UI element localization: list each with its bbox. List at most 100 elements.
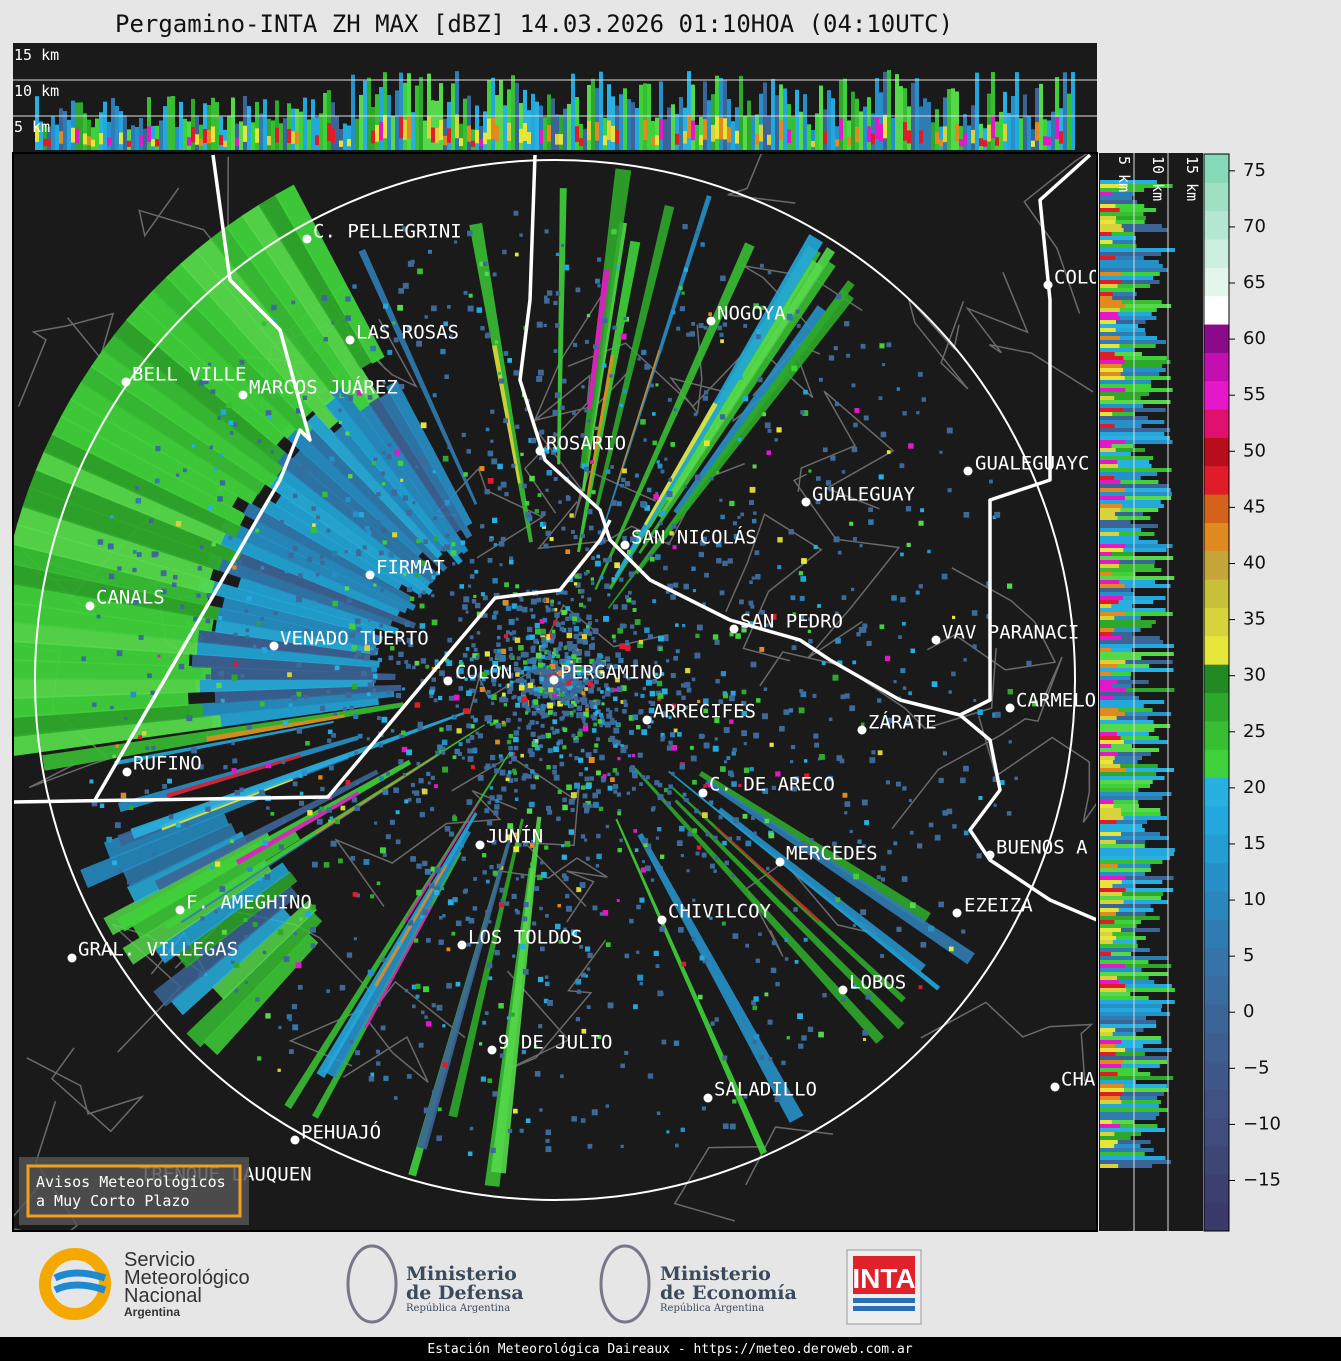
echo-pixel [670,594,676,600]
echo [16,505,214,581]
section-col [183,118,187,150]
echo-pixel [880,953,885,959]
echo-pixel [705,832,710,837]
section-row [1100,456,1154,460]
echo-pixel [550,660,554,664]
footer[interactable]: Estación Meteorológica Daireaux - https:… [427,1342,912,1357]
echo-pixel [596,257,602,262]
echo-pixel [573,782,580,789]
echo-pixel [536,691,542,697]
echo-pixel [382,789,389,795]
echo-pixel [620,1144,624,1149]
echo-pixel [530,437,537,444]
echo-pixel [908,799,912,803]
section-col [487,79,491,150]
section-row [1100,332,1146,336]
echo-pixel [553,647,559,653]
section-row [1100,724,1171,728]
echo-pixel [552,446,559,453]
echo-pixel [920,508,925,513]
echo-pixel [994,511,1001,518]
colorbar-band [1204,579,1229,608]
section-col [431,100,435,150]
echo-pixel [553,774,560,781]
section-core [1100,396,1115,400]
colorbar-band [1204,352,1229,382]
echo-pixel [422,860,428,867]
echo-pixel [653,950,659,956]
echo-pixel [479,466,485,472]
echo-pixel [536,597,542,603]
echo-pixel [481,677,486,682]
echo-pixel [693,412,698,417]
city-label: NOGOYA [717,303,786,325]
echo-pixel [534,509,539,514]
section-core [1100,964,1125,968]
echo-pixel [323,862,330,868]
echo-pixel [546,805,552,811]
logo-text: Servicio [124,1249,195,1271]
echo-pixel [722,1123,729,1130]
section-col [543,117,547,150]
echo-pixel [751,815,755,820]
warning-box[interactable] [19,1157,249,1225]
echo-pixel [819,754,825,760]
section-core [1100,424,1115,428]
section-core [1100,680,1118,684]
echo-pixel [270,450,274,454]
section-col [383,72,387,150]
echo-pixel [596,737,600,742]
smn-emblem [39,1248,111,1320]
echo-pixel [530,648,536,653]
echo-pixel [647,634,653,640]
echo-pixel [338,420,342,424]
echo-pixel [515,678,521,683]
echo-pixel [779,725,785,732]
echo-pixel [762,713,768,720]
echo-pixel [376,716,381,720]
city-label: LAS ROSAS [356,322,459,344]
echo-pixel [729,719,734,724]
echo-pixel [367,969,374,976]
echo [138,289,297,439]
echo-pixel [532,684,536,689]
city-label: VAV PARANACI [942,622,1079,644]
echo-pixel [454,240,458,244]
section-col [243,96,247,150]
echo-pixel [543,447,550,454]
echo-pixel [462,604,468,610]
echo-pixel [504,901,510,906]
echo-pixel [442,455,449,462]
section-col [363,80,367,150]
echo-pixel [552,765,557,770]
section-col [1055,77,1059,150]
echo-pixel [502,692,506,697]
section-core [703,119,707,140]
section-row [1100,1152,1145,1156]
echo-pixel [513,370,519,376]
section-row [1100,968,1142,972]
section-core [1100,804,1114,808]
section-core [575,126,579,143]
echo-pixel [731,874,735,878]
echo-pixel [737,515,741,519]
echo-pixel [348,474,353,479]
echo-pixel [479,686,485,692]
echo-pixel [568,829,575,835]
echo-ray [607,280,855,609]
echo-pixel [712,745,719,752]
echo-pixel [438,695,443,701]
section-core [943,126,947,143]
echo-pixel [581,972,586,978]
section-core [1100,496,1125,500]
echo-pixel [569,660,575,666]
echo-pixel [519,669,525,675]
echo-pixel [559,754,564,759]
echo-pixel [673,582,679,588]
section-row [1100,764,1158,768]
echo-pixel [406,586,413,593]
echo-pixel [527,682,534,689]
section-col [811,129,815,150]
echo-ray [634,289,854,575]
echo-pixel [776,427,782,433]
